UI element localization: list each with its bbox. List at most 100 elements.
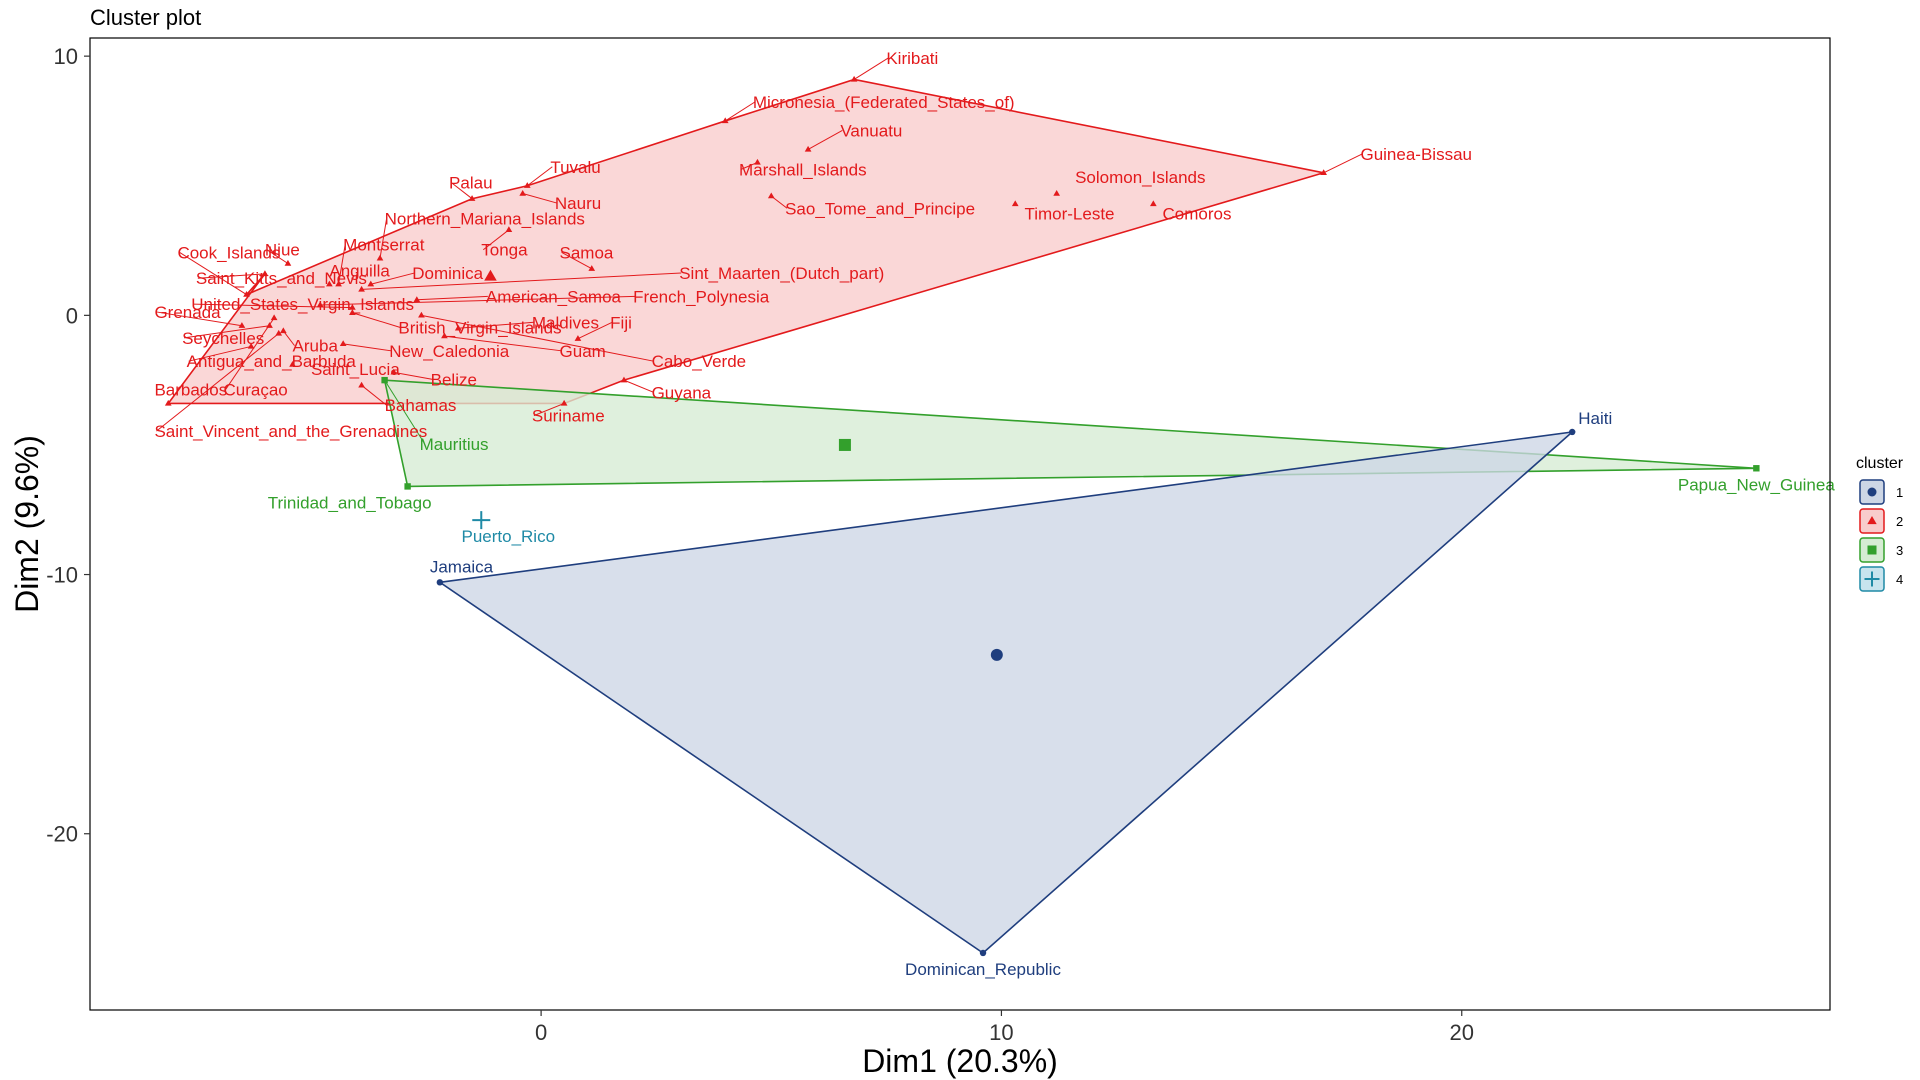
point-mauritius — [381, 376, 388, 384]
leader-united-states-virgin-islands — [193, 303, 353, 309]
plot-area: Haiti Jamaica Dominican_Republic Kiribati Mi… — [154, 49, 1835, 979]
point-grenada — [238, 322, 246, 328]
label-kiribati: Kiribati — [886, 49, 938, 68]
label-maldives: Maldives — [532, 313, 599, 332]
label-cabo-verde: Cabo_Verde — [652, 352, 747, 371]
label-tonga: Tonga — [481, 241, 528, 260]
point-timor-leste — [1011, 200, 1019, 207]
y-tick-label--20: -20 — [46, 822, 78, 847]
leader-aruba — [282, 330, 295, 346]
label-grenada: Grenada — [154, 303, 221, 322]
point-palau — [468, 195, 476, 201]
leader-samoa — [561, 251, 592, 270]
label-suriname: Suriname — [532, 407, 605, 426]
label-papua-new-guinea: Papua_New_Guinea — [1678, 475, 1835, 494]
label-antigua-and-barbuda: Antigua_and_Barbuda — [187, 352, 357, 371]
label-anguilla: Anguilla — [329, 261, 390, 280]
legend-symbol-3 — [1867, 545, 1877, 555]
point-barbados — [164, 399, 172, 406]
point-samoa — [588, 265, 596, 271]
label-niue: Niue — [265, 241, 300, 260]
cluster-2-center — [484, 269, 497, 281]
point-kiribati — [850, 75, 858, 82]
leader-tonga — [482, 229, 510, 251]
legend-symbol-1 — [1867, 487, 1877, 497]
label-guinea-bissau: Guinea-Bissau — [1360, 145, 1472, 164]
point-puerto-rico — [472, 511, 491, 530]
leader-cook-islands — [179, 251, 247, 296]
label-timor-leste: Timor-Leste — [1024, 204, 1114, 223]
label-solomon-islands: Solomon_Islands — [1075, 168, 1205, 187]
label-new-caledonia: New_Caledonia — [389, 342, 510, 361]
point-new-caledonia — [339, 340, 347, 347]
leader-bahamas — [361, 384, 387, 406]
point-guam — [441, 332, 448, 339]
point-haiti — [1569, 428, 1576, 436]
point-bahamas — [358, 381, 365, 388]
y-tick-label--10: -10 — [46, 563, 78, 588]
label-sao-tome-and-principe: Sao_Tome_and_Principe — [785, 199, 975, 218]
leader-northern-mariana-islands — [379, 218, 388, 259]
leader-belize — [393, 371, 433, 380]
label-sint-maarten-dutch-part: Sint_Maarten_(Dutch_part) — [679, 264, 884, 283]
leader-dominica — [370, 272, 415, 285]
leader-micronesia-federated-states-of — [724, 101, 756, 122]
leader-mauritius — [384, 379, 425, 443]
point-papua-new-guinea — [1753, 465, 1760, 472]
point-trinidad-and-tobago — [404, 483, 411, 490]
label-haiti: Haiti — [1578, 409, 1612, 428]
leader-saint-vincent-and-the-grenadines — [156, 333, 280, 432]
label-saint-lucia: Saint_Lucia — [311, 360, 400, 379]
x-tick-label-20: 20 — [1450, 1020, 1474, 1045]
leader-palau — [450, 181, 473, 200]
point-comoros — [1149, 200, 1157, 207]
axes: 0 10 20 10 0 -10 -20 — [46, 44, 1474, 1045]
point-micronesia-federated-states-of — [721, 117, 729, 124]
leader-cabo-verde — [421, 314, 654, 362]
leader-french-polynesia — [320, 295, 636, 306]
leader-guyana — [623, 379, 654, 393]
leader-british-virgin-islands — [352, 312, 401, 328]
leader-guinea-bissau — [1323, 153, 1363, 174]
leader-american-samoa — [416, 295, 488, 301]
point-french-polynesia — [316, 301, 324, 308]
point-fiji — [574, 335, 582, 341]
point-cook-islands — [243, 291, 250, 297]
legend-label-3: 3 — [1896, 543, 1903, 558]
point-tonga — [505, 226, 513, 232]
legend-symbol-2 — [1867, 515, 1877, 525]
point-sint-maarten-dutch-part — [358, 285, 365, 292]
label-montserrat: Montserrat — [343, 236, 425, 255]
point-saint-vincent-and-the-grenadines — [275, 329, 283, 336]
point-montserrat — [335, 280, 342, 287]
point-solomon-islands — [1053, 189, 1061, 196]
cluster-3-hull — [383, 379, 1757, 488]
point-vanuatu — [804, 145, 812, 152]
label-united-states-virgin-islands: United_States_Virgin_Islands — [191, 295, 414, 314]
label-guyana: Guyana — [652, 383, 712, 402]
label-saint-kitts-and-nevis: Saint_Kitts_and_Nevis — [196, 269, 367, 288]
x-axis-title: Dim1 (20.3%) — [862, 1043, 1058, 1079]
x-tick-label-10: 10 — [989, 1020, 1013, 1045]
point-aruba — [279, 327, 287, 334]
leader-saint-kitts-and-nevis — [197, 273, 265, 279]
point-cura-ao — [270, 314, 278, 321]
point-saint-lucia — [289, 361, 296, 367]
label-micronesia-federated-states-of: Micronesia_(Federated_States_of) — [753, 93, 1015, 112]
point-jamaica — [436, 579, 444, 586]
label-samoa: Samoa — [560, 243, 614, 262]
label-nauru: Nauru — [555, 194, 601, 213]
legend-label-1: 1 — [1896, 485, 1903, 500]
leader-fiji — [577, 321, 613, 340]
label-cura-ao: Curaçao — [223, 381, 287, 400]
leader-antigua-and-barbuda — [188, 345, 252, 362]
label-saint-vincent-and-the-grenadines: Saint_Vincent_and_the_Grenadines — [154, 422, 427, 441]
point-suriname — [560, 399, 568, 406]
label-seychelles: Seychelles — [182, 329, 264, 348]
label-northern-mariana-islands: Northern_Mariana_Islands — [385, 210, 585, 229]
label-british-virgin-islands: British_Virgin_Islands — [398, 318, 561, 337]
label-vanuatu: Vanuatu — [840, 121, 902, 140]
cluster-1-center — [990, 648, 1003, 661]
point-nauru — [519, 189, 527, 196]
chart-title: Cluster plot — [90, 5, 201, 30]
